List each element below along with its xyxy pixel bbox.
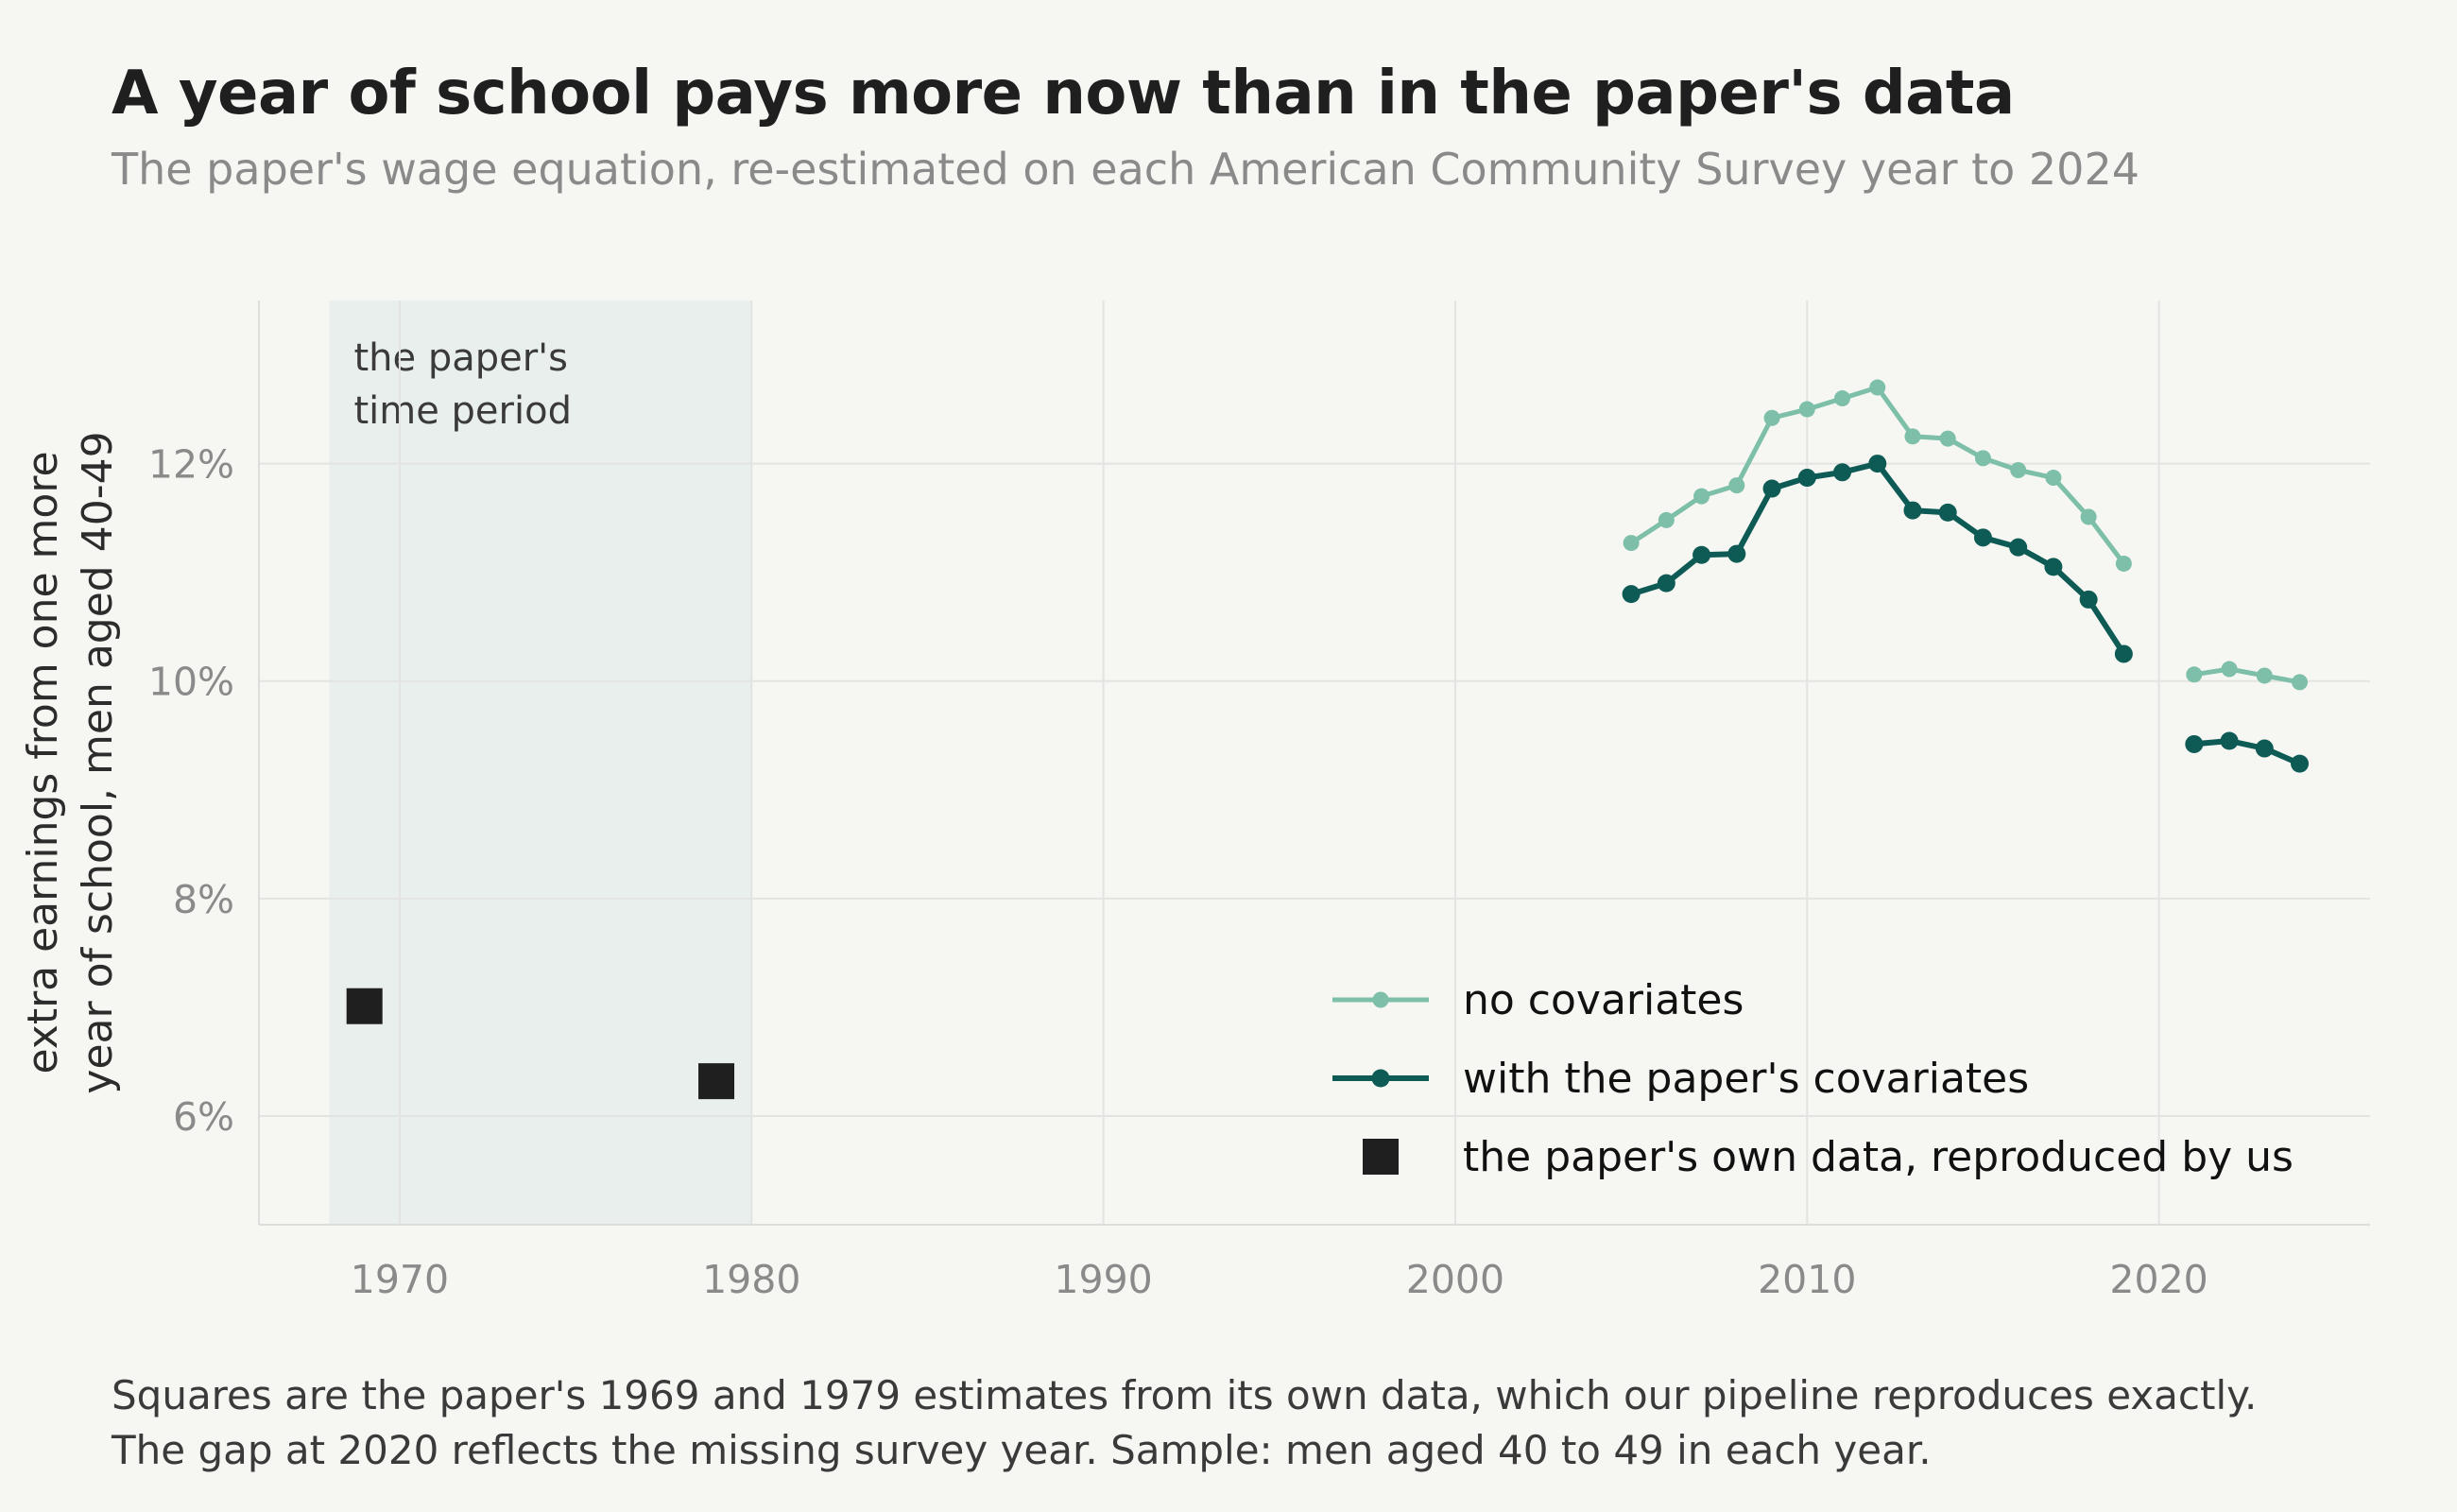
shaded-region-label-line: time period [353,389,572,433]
data-point [1622,585,1641,604]
data-point [1833,463,1851,482]
data-point [1693,488,1710,505]
y-tick-label: 8% [173,877,234,922]
data-point [2292,674,2309,691]
data-point [2255,739,2274,758]
legend: no covariates with the paper's covariates… [1332,976,2294,1181]
series-layer [346,379,2310,1100]
legend-label: the paper's own data, reproduced by us [1463,1133,2294,1181]
legend-item-2: the paper's own data, reproduced by us [1363,1133,2294,1181]
data-point [1973,528,1992,547]
series-1 [1622,455,2310,773]
data-point [2256,667,2273,684]
y-axis-title-line: year of school, men aged 40-49 [74,431,122,1093]
data-point [1903,501,1922,520]
data-point [1658,511,1675,528]
data-point [2186,666,2203,683]
x-tick-label: 2000 [1406,1257,1504,1302]
data-point [1763,409,1780,426]
y-axis-title: extra earnings from one more year of scho… [19,431,122,1093]
square-marker [698,1063,735,1100]
legend-swatch-marker [1372,991,1389,1008]
data-point [2220,731,2239,750]
shaded-region-layer: the paper's time period [329,301,752,1225]
x-tick-label: 1980 [702,1257,800,1302]
data-point [1868,455,1887,473]
legend-item-0: no covariates [1332,976,1744,1024]
chart-title: A year of school pays more now than in t… [112,59,2015,129]
shaded-region [329,301,752,1225]
data-point [1797,469,1816,488]
square-marker [346,988,383,1024]
x-tick-label: 2010 [1758,1257,1856,1302]
y-tick-label: 6% [173,1094,234,1140]
x-tick-label: 1970 [351,1257,449,1302]
shaded-region-label-line: the paper's [353,336,568,380]
series-2 [346,988,735,1100]
data-point [1904,428,1921,445]
data-point [1974,450,1991,467]
data-point [1762,479,1781,498]
data-point [1869,379,1886,396]
data-point [1692,545,1711,564]
legend-label: with the paper's covariates [1463,1055,2029,1103]
chart-subtitle: The paper's wage equation, re-estimated … [112,144,2139,195]
grid-layer [259,301,2370,1225]
data-point [1834,390,1850,407]
y-tick-label: 12% [148,442,234,488]
data-point [2080,508,2097,525]
data-point [1939,430,1956,447]
data-point [2045,470,2062,487]
data-point [1657,574,1675,593]
x-tick-label: 2020 [2109,1257,2208,1302]
data-point [1798,401,1815,418]
series-0 [1623,379,2309,691]
footnote: Squares are the paper's 1969 and 1979 es… [112,1368,2257,1478]
data-point [1727,544,1746,563]
legend-swatch-marker [1371,1069,1390,1088]
legend-label: no covariates [1463,976,1744,1024]
y-tick-label: 10% [148,660,234,705]
data-point [2115,555,2132,572]
footnote-line-2: The gap at 2020 reflects the missing sur… [112,1427,1932,1473]
data-point [2079,590,2098,609]
data-point [1938,503,1957,522]
data-point [2185,734,2204,753]
data-point [2009,538,2028,557]
series-line [2191,738,2303,767]
data-point [2044,558,2063,576]
legend-item-1: with the paper's covariates [1332,1055,2029,1103]
y-axis-title-line: extra earnings from one more [19,451,67,1074]
data-point [2291,754,2310,773]
footnote-line-1: Squares are the paper's 1969 and 1979 es… [112,1372,2258,1418]
axis-layer: 1970 1980 1990 2000 2010 2020 6% 8% 10% 12% extra … [19,301,2370,1302]
data-point [1728,477,1745,494]
data-point [2010,461,2027,478]
series-line [2191,666,2302,685]
legend-swatch-square [1363,1139,1399,1175]
data-point [1623,535,1640,552]
x-tick-label: 1990 [1054,1257,1152,1302]
data-point [2114,644,2133,663]
data-point [2221,661,2238,678]
